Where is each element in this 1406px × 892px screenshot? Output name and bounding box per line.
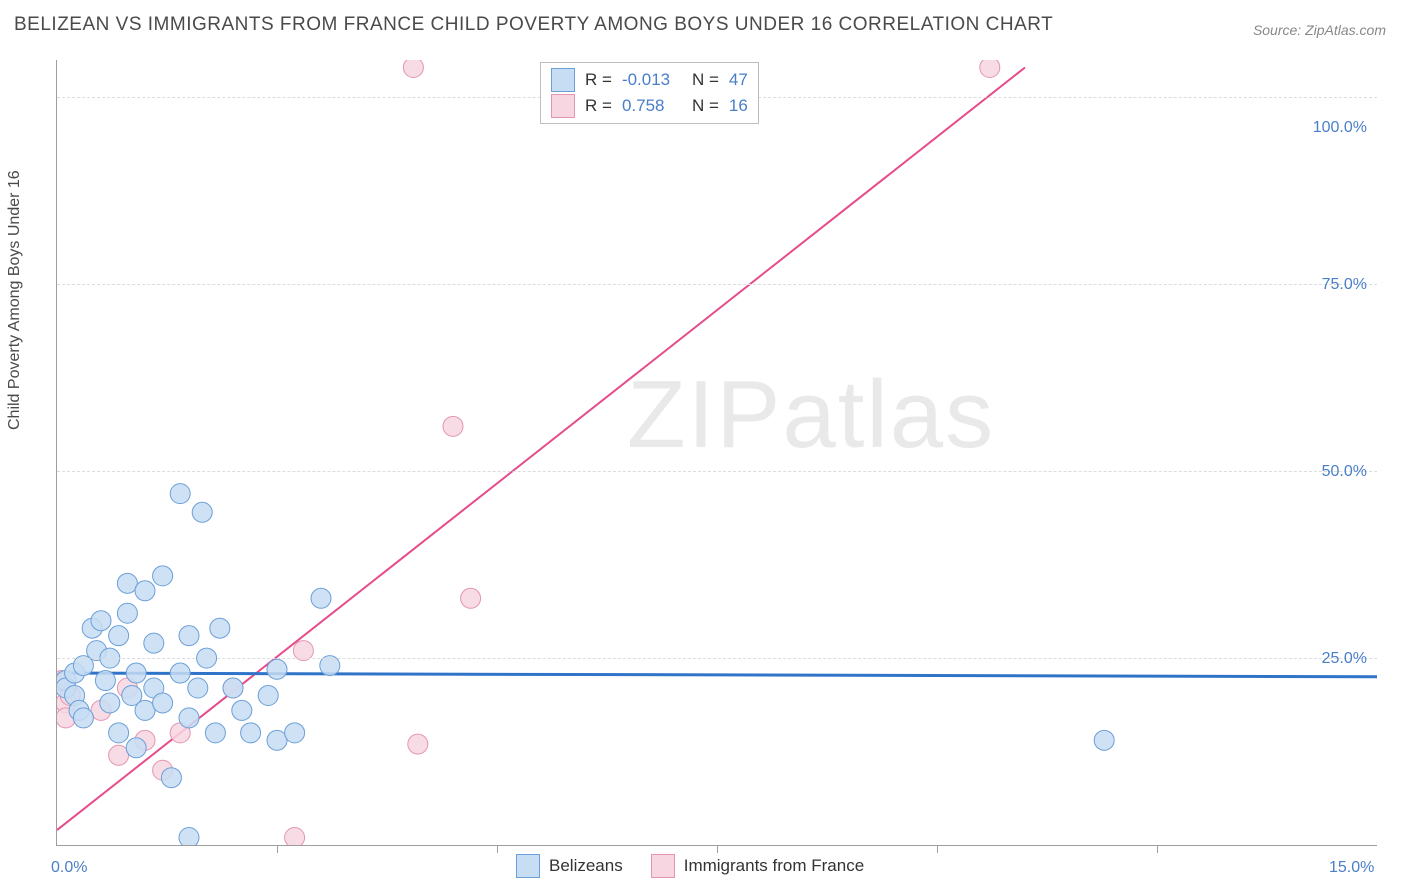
data-point-blue [161, 768, 181, 788]
correlation-legend-row: R = -0.013 N = 47 [551, 68, 748, 92]
n-value: 47 [729, 70, 748, 90]
n-value: 16 [729, 96, 748, 116]
chart-title: BELIZEAN VS IMMIGRANTS FROM FRANCE CHILD… [14, 14, 1053, 36]
n-label: N = [692, 96, 719, 116]
data-point-blue [210, 618, 230, 638]
data-point-pink [403, 60, 423, 77]
data-point-blue [241, 723, 261, 743]
series-legend-label: Belizeans [549, 856, 623, 876]
legend-swatch [516, 854, 540, 878]
y-tick-label: 100.0% [1313, 119, 1367, 137]
data-point-blue [109, 723, 129, 743]
series-legend-label: Immigrants from France [684, 856, 864, 876]
legend-swatch [651, 854, 675, 878]
data-point-pink [408, 734, 428, 754]
source-attribution: Source: ZipAtlas.com [1253, 22, 1386, 38]
trend-line-pink [57, 67, 1025, 830]
data-point-blue [153, 566, 173, 586]
data-point-blue [311, 588, 331, 608]
y-axis-label: Child Poverty Among Boys Under 16 [6, 170, 24, 430]
x-tick-label: 0.0% [51, 859, 87, 877]
r-value: 0.758 [622, 96, 682, 116]
x-tick-mark [497, 845, 498, 853]
data-point-blue [95, 671, 115, 691]
legend-swatch [551, 68, 575, 92]
x-tick-label: 15.0% [1329, 859, 1374, 877]
data-point-blue [267, 659, 287, 679]
data-point-blue [126, 663, 146, 683]
data-point-blue [267, 730, 287, 750]
data-point-blue [192, 502, 212, 522]
source-label: Source: [1253, 22, 1305, 38]
data-point-blue [117, 603, 137, 623]
series-legend-item: Immigrants from France [651, 854, 864, 878]
data-point-pink [443, 416, 463, 436]
gridline-horizontal [57, 658, 1377, 659]
data-point-blue [135, 700, 155, 720]
data-point-pink [285, 828, 305, 845]
chart-plot-area: ZIPatlas 25.0%50.0%75.0%100.0%0.0%15.0% [56, 60, 1377, 846]
correlation-legend-row: R = 0.758 N = 16 [551, 94, 748, 118]
x-tick-mark [1157, 845, 1158, 853]
x-tick-mark [937, 845, 938, 853]
data-point-blue [179, 626, 199, 646]
data-point-blue [91, 611, 111, 631]
r-value: -0.013 [622, 70, 682, 90]
data-point-blue [232, 700, 252, 720]
r-label: R = [585, 70, 612, 90]
data-point-blue [258, 685, 278, 705]
gridline-horizontal [57, 284, 1377, 285]
data-point-blue [117, 573, 137, 593]
series-legend-item: Belizeans [516, 854, 623, 878]
data-point-blue [223, 678, 243, 698]
y-tick-label: 75.0% [1322, 276, 1367, 294]
correlation-legend: R = -0.013 N = 47 R = 0.758 N = 16 [540, 62, 759, 124]
data-point-blue [205, 723, 225, 743]
gridline-horizontal [57, 471, 1377, 472]
data-point-blue [170, 484, 190, 504]
data-point-blue [179, 828, 199, 845]
data-point-blue [135, 581, 155, 601]
x-tick-mark [717, 845, 718, 853]
y-tick-label: 50.0% [1322, 463, 1367, 481]
data-point-blue [285, 723, 305, 743]
data-point-pink [109, 745, 129, 765]
x-tick-mark [277, 845, 278, 853]
data-point-blue [1094, 730, 1114, 750]
y-tick-label: 25.0% [1322, 650, 1367, 668]
data-point-blue [73, 708, 93, 728]
series-legend: Belizeans Immigrants from France [516, 854, 864, 878]
r-label: R = [585, 96, 612, 116]
data-point-blue [188, 678, 208, 698]
trend-line-blue [57, 673, 1377, 677]
data-point-blue [100, 693, 120, 713]
data-point-blue [144, 633, 164, 653]
data-point-pink [980, 60, 1000, 77]
chart-svg [57, 60, 1377, 845]
source-value: ZipAtlas.com [1305, 22, 1386, 38]
n-label: N = [692, 70, 719, 90]
data-point-blue [126, 738, 146, 758]
data-point-blue [179, 708, 199, 728]
data-point-blue [109, 626, 129, 646]
legend-swatch [551, 94, 575, 118]
data-point-blue [170, 663, 190, 683]
data-point-pink [461, 588, 481, 608]
data-point-blue [153, 693, 173, 713]
